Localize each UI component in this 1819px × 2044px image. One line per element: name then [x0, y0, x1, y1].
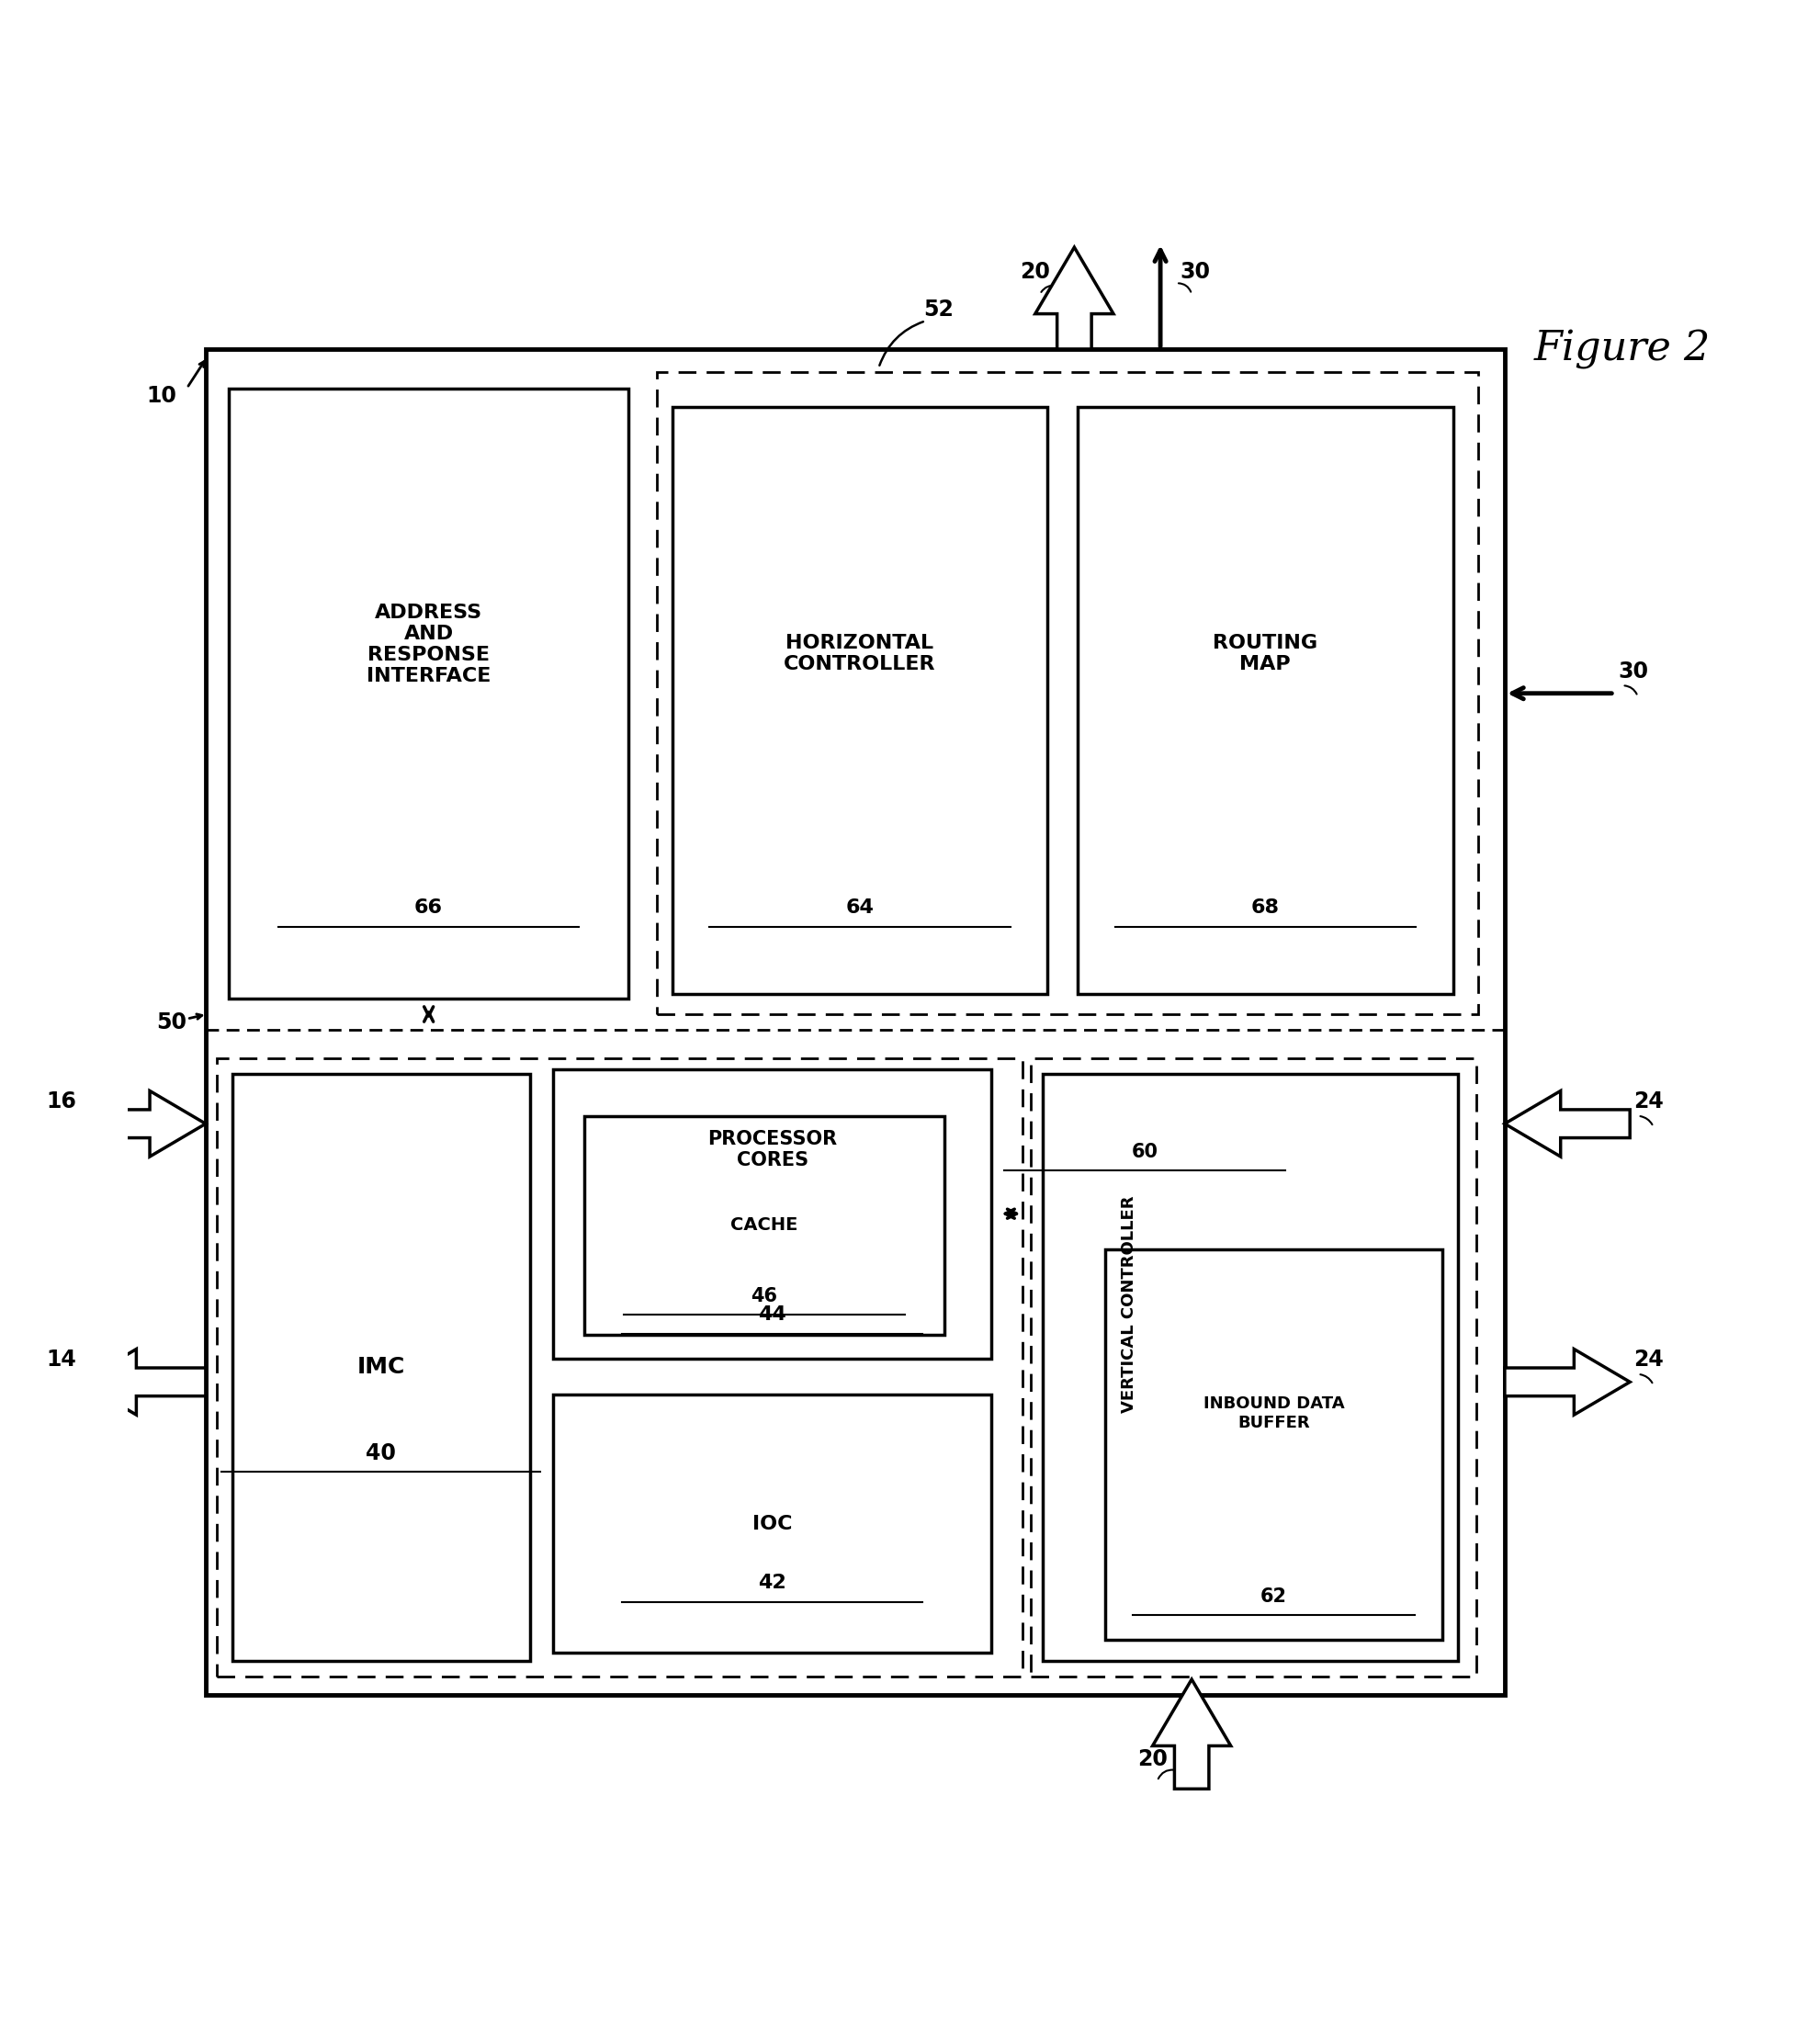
Text: IOC: IOC — [751, 1515, 791, 1533]
Polygon shape — [1504, 1091, 1630, 1157]
Text: 42: 42 — [759, 1574, 786, 1592]
Text: 64: 64 — [846, 899, 873, 918]
Polygon shape — [1035, 247, 1113, 350]
Text: 10: 10 — [147, 384, 176, 407]
Polygon shape — [1151, 1680, 1230, 1788]
Polygon shape — [80, 1091, 206, 1157]
Text: CACHE: CACHE — [731, 1216, 799, 1235]
Bar — [553, 1069, 991, 1359]
Bar — [671, 407, 1048, 993]
Text: 60: 60 — [1131, 1143, 1157, 1161]
Bar — [657, 372, 1477, 1014]
Text: 66: 66 — [415, 899, 442, 918]
Bar — [1077, 407, 1452, 993]
Bar — [229, 388, 628, 1000]
Text: 20: 20 — [1137, 1748, 1168, 1770]
Bar — [1042, 1073, 1457, 1660]
Polygon shape — [1504, 1349, 1630, 1414]
Text: 46: 46 — [751, 1288, 777, 1304]
Text: 24: 24 — [1633, 1091, 1663, 1112]
Text: IMC: IMC — [357, 1355, 406, 1378]
Text: 52: 52 — [922, 298, 953, 321]
Text: ROUTING
MAP: ROUTING MAP — [1211, 634, 1317, 672]
Text: 40: 40 — [366, 1443, 397, 1464]
Text: 16: 16 — [47, 1091, 76, 1112]
Bar — [206, 350, 1504, 1694]
Text: INBOUND DATA
BUFFER: INBOUND DATA BUFFER — [1202, 1396, 1344, 1431]
Bar — [1106, 1249, 1441, 1639]
Text: HORIZONTAL
CONTROLLER: HORIZONTAL CONTROLLER — [784, 634, 935, 672]
Text: 14: 14 — [47, 1349, 76, 1372]
Text: VERTICAL CONTROLLER: VERTICAL CONTROLLER — [1121, 1196, 1137, 1412]
Text: 30: 30 — [1617, 660, 1648, 683]
Text: Figure 2: Figure 2 — [1533, 329, 1710, 368]
Polygon shape — [80, 1349, 206, 1414]
Text: PROCESSOR
CORES: PROCESSOR CORES — [708, 1130, 837, 1169]
Text: ADDRESS
AND
RESPONSE
INTERFACE: ADDRESS AND RESPONSE INTERFACE — [366, 603, 491, 685]
Bar — [584, 1116, 944, 1335]
Bar — [233, 1073, 529, 1660]
Bar — [216, 1059, 1022, 1676]
Bar — [1030, 1059, 1475, 1676]
Text: 24: 24 — [1633, 1349, 1663, 1372]
Bar — [553, 1394, 991, 1654]
Text: 30: 30 — [1179, 262, 1210, 284]
Text: 20: 20 — [1020, 262, 1050, 284]
Text: 62: 62 — [1261, 1588, 1286, 1607]
Text: 44: 44 — [759, 1306, 786, 1325]
Text: 50: 50 — [156, 1012, 186, 1032]
Text: 68: 68 — [1250, 899, 1279, 918]
